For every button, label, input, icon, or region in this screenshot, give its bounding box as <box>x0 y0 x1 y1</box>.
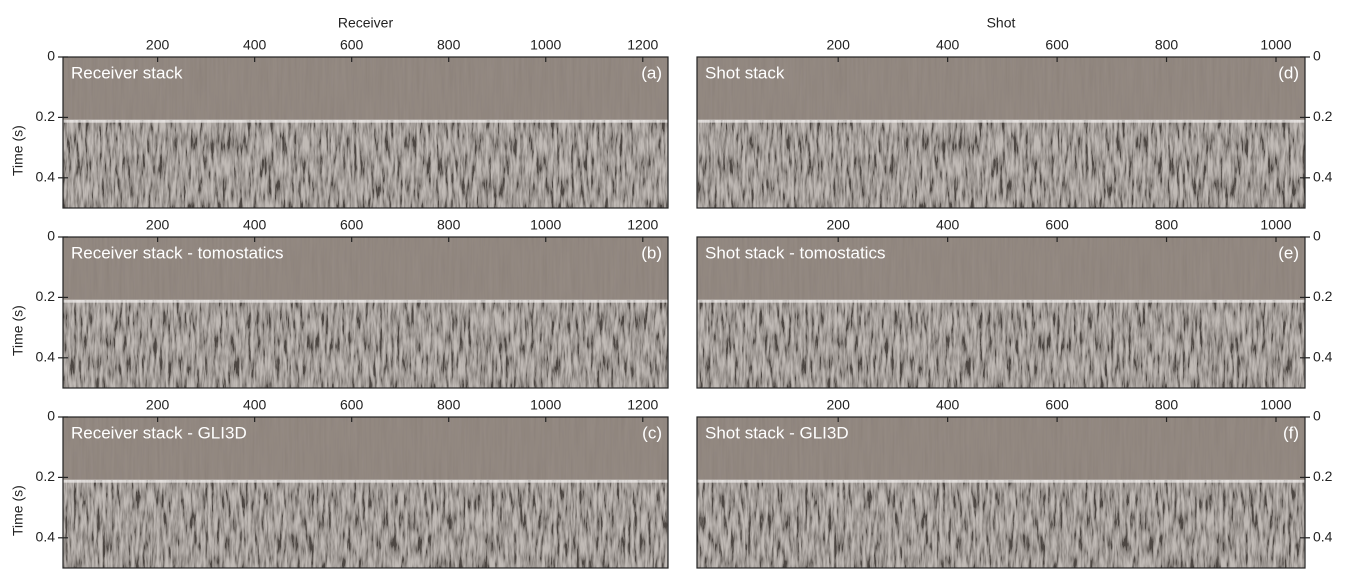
x-tick-label: 600 <box>340 217 364 233</box>
x-tick-label: 1000 <box>530 217 561 233</box>
panel: Receiver stack (a) 200 400 600 800 1000 1200 0 0.… <box>10 15 669 209</box>
axes-frame <box>62 416 669 569</box>
x-tick-label: 400 <box>936 217 960 233</box>
panel-title: Shot stack <box>705 63 785 82</box>
y-tick-label: 0 <box>1313 48 1321 64</box>
panel-label: (c) <box>642 423 662 442</box>
axes-frame <box>696 236 1306 389</box>
x-tick-label: 1200 <box>627 217 658 233</box>
x-axis-label: Receiver <box>338 15 394 31</box>
first-break <box>63 479 668 483</box>
x-tick-label: 200 <box>146 217 170 233</box>
panel: Shot stack (d) 200 400 600 800 1000 0 0.2 0.4 Shot <box>696 15 1333 209</box>
y-tick-label: 0.2 <box>36 288 56 304</box>
x-tick-label: 1200 <box>627 397 658 413</box>
x-tick-label: 200 <box>827 217 851 233</box>
y-tick-label: 0.4 <box>1313 529 1333 545</box>
panel-label: (d) <box>1278 63 1299 82</box>
x-tick-label: 1000 <box>1260 397 1291 413</box>
x-axis-label: Shot <box>987 15 1016 31</box>
x-tick-label: 800 <box>1155 217 1179 233</box>
panel-title: Receiver stack - GLI3D <box>71 423 247 442</box>
y-tick-label: 0.4 <box>36 349 56 365</box>
y-axis-label: Time (s) <box>10 125 26 176</box>
panel: Shot stack - GLI3D (f) 200 400 600 800 1000 0 0.… <box>696 397 1333 569</box>
x-tick-label: 400 <box>936 397 960 413</box>
x-tick-label: 400 <box>243 217 267 233</box>
first-break <box>697 479 1305 483</box>
x-tick-label: 200 <box>146 37 170 53</box>
panel-label: (e) <box>1278 243 1299 262</box>
panel-texture-faint <box>63 57 668 121</box>
panel-texture <box>63 120 668 208</box>
x-tick-label: 1000 <box>1260 217 1291 233</box>
x-tick-label: 1000 <box>530 37 561 53</box>
axes-frame <box>696 56 1306 209</box>
y-axis-label: Time (s) <box>10 305 26 356</box>
panel-label: (b) <box>641 243 662 262</box>
first-break <box>63 299 668 303</box>
first-break <box>697 119 1305 123</box>
panel-title: Shot stack - tomostatics <box>705 243 885 262</box>
panel-texture <box>63 480 668 568</box>
panel-texture-faint <box>63 417 668 481</box>
y-tick-label: 0.2 <box>1313 108 1333 124</box>
first-break <box>63 119 668 123</box>
x-tick-label: 400 <box>936 37 960 53</box>
panel: Receiver stack - GLI3D (c) 200 400 600 800 100… <box>10 397 669 569</box>
x-tick-label: 1000 <box>1260 37 1291 53</box>
axes-frame <box>62 56 669 209</box>
panel-texture-faint <box>697 237 1305 301</box>
panel: Shot stack - tomostatics (e) 200 400 600 800 1… <box>696 217 1333 389</box>
panel-texture <box>63 300 668 388</box>
x-tick-label: 600 <box>1045 217 1069 233</box>
x-tick-label: 800 <box>1155 397 1179 413</box>
y-tick-label: 0 <box>1313 228 1321 244</box>
y-tick-label: 0.4 <box>1313 169 1333 185</box>
y-axis-label: Time (s) <box>10 485 26 536</box>
x-tick-label: 800 <box>437 37 461 53</box>
y-tick-label: 0.2 <box>36 468 56 484</box>
x-tick-label: 600 <box>340 37 364 53</box>
panel: Receiver stack - tomostatics (b) 200 400 600… <box>10 217 669 389</box>
first-break <box>697 299 1305 303</box>
panel-title: Receiver stack <box>71 63 183 82</box>
panel-texture <box>697 120 1305 208</box>
y-tick-label: 0 <box>47 48 55 64</box>
x-tick-label: 200 <box>827 37 851 53</box>
panel-label: (f) <box>1283 423 1299 442</box>
axes-frame <box>62 236 669 389</box>
y-tick-label: 0 <box>47 408 55 424</box>
panel-texture-faint <box>697 57 1305 121</box>
y-tick-label: 0.4 <box>1313 349 1333 365</box>
x-tick-label: 1200 <box>627 37 658 53</box>
panel-texture-faint <box>63 237 668 301</box>
y-tick-label: 0.2 <box>36 108 56 124</box>
x-tick-label: 200 <box>146 397 170 413</box>
y-tick-label: 0.2 <box>1313 288 1333 304</box>
y-tick-label: 0.4 <box>36 169 56 185</box>
x-tick-label: 200 <box>827 397 851 413</box>
x-tick-label: 800 <box>1155 37 1179 53</box>
panel-texture <box>697 480 1305 568</box>
panel-title: Receiver stack - tomostatics <box>71 243 284 262</box>
x-tick-label: 800 <box>437 217 461 233</box>
x-tick-label: 600 <box>340 397 364 413</box>
panel-texture-faint <box>697 417 1305 481</box>
panel-title: Shot stack - GLI3D <box>705 423 849 442</box>
y-tick-label: 0.4 <box>36 529 56 545</box>
x-tick-label: 400 <box>243 397 267 413</box>
y-tick-label: 0.2 <box>1313 468 1333 484</box>
panel-label: (a) <box>641 63 662 82</box>
panel-texture <box>697 300 1305 388</box>
x-tick-label: 600 <box>1045 397 1069 413</box>
x-tick-label: 400 <box>243 37 267 53</box>
x-tick-label: 600 <box>1045 37 1069 53</box>
x-tick-label: 800 <box>437 397 461 413</box>
y-tick-label: 0 <box>1313 408 1321 424</box>
x-tick-label: 1000 <box>530 397 561 413</box>
axes-frame <box>696 416 1306 569</box>
y-tick-label: 0 <box>47 228 55 244</box>
